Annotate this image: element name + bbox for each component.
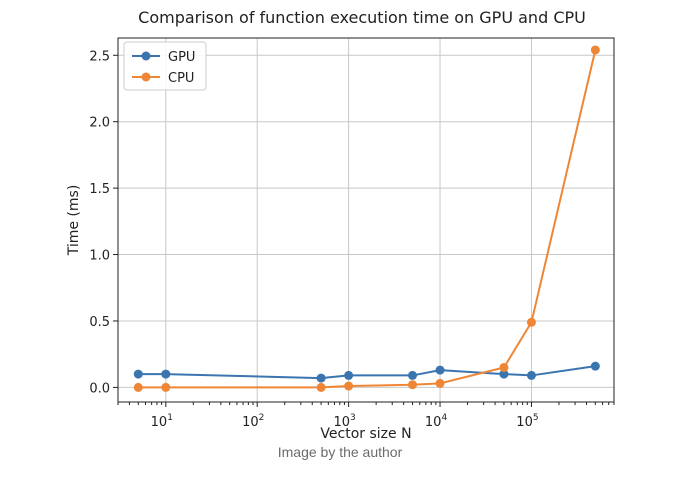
legend-label: CPU <box>168 71 194 86</box>
data-point-cpu <box>316 382 326 392</box>
grid <box>118 38 614 402</box>
data-point-gpu <box>344 370 354 380</box>
data-point-cpu <box>344 381 354 391</box>
y-tick-label: 1.5 <box>89 182 110 197</box>
legend-marker <box>141 72 151 82</box>
series-line-cpu <box>138 49 597 389</box>
data-point-gpu <box>408 370 418 380</box>
data-point-cpu <box>590 45 600 55</box>
data-point-cpu <box>499 362 509 372</box>
x-axis-label: Vector size N <box>320 426 411 440</box>
x-tick-label: 104 <box>425 413 448 430</box>
series-cpu <box>133 45 600 392</box>
chart-title: Comparison of function execution time on… <box>138 8 586 27</box>
y-tick-label: 2.5 <box>89 49 110 64</box>
x-tick-label: 102 <box>242 413 264 430</box>
series-line-gpu <box>138 365 596 380</box>
data-point-gpu <box>316 373 326 383</box>
series-group <box>133 45 600 392</box>
y-tick-label: 0.5 <box>89 315 110 330</box>
data-point-cpu <box>435 378 445 388</box>
data-point-gpu <box>161 369 171 379</box>
series-gpu <box>133 361 600 383</box>
x-tick-label: 101 <box>151 413 173 430</box>
data-point-gpu <box>435 365 445 375</box>
data-point-cpu <box>133 382 143 392</box>
y-tick-label: 2.0 <box>89 116 110 131</box>
data-point-gpu <box>133 369 143 379</box>
legend: GPU CPU <box>123 41 207 91</box>
image-caption: Image by the author <box>277 444 403 460</box>
x-tick-label: 103 <box>333 413 355 430</box>
data-point-cpu <box>408 380 418 390</box>
plot-frame <box>117 37 615 403</box>
y-axis-ticks: 0.0 0.5 1.0 1.5 2.0 2.5 <box>89 49 118 396</box>
legend-marker <box>141 51 151 61</box>
data-point-gpu <box>499 369 509 379</box>
data-point-gpu <box>590 361 600 371</box>
line-chart: Comparison of function execution time on… <box>66 8 615 440</box>
x-axis-ticks: 101 102 103 104 105 <box>117 402 615 430</box>
data-point-cpu <box>161 382 171 392</box>
data-point-cpu <box>526 317 536 327</box>
y-axis-label: Time (ms) <box>66 185 82 257</box>
data-point-gpu <box>526 370 536 380</box>
y-tick-label: 1.0 <box>89 249 110 264</box>
x-tick-label: 105 <box>516 413 538 430</box>
y-tick-label: 0.0 <box>89 381 110 396</box>
legend-label: GPU <box>168 50 195 65</box>
